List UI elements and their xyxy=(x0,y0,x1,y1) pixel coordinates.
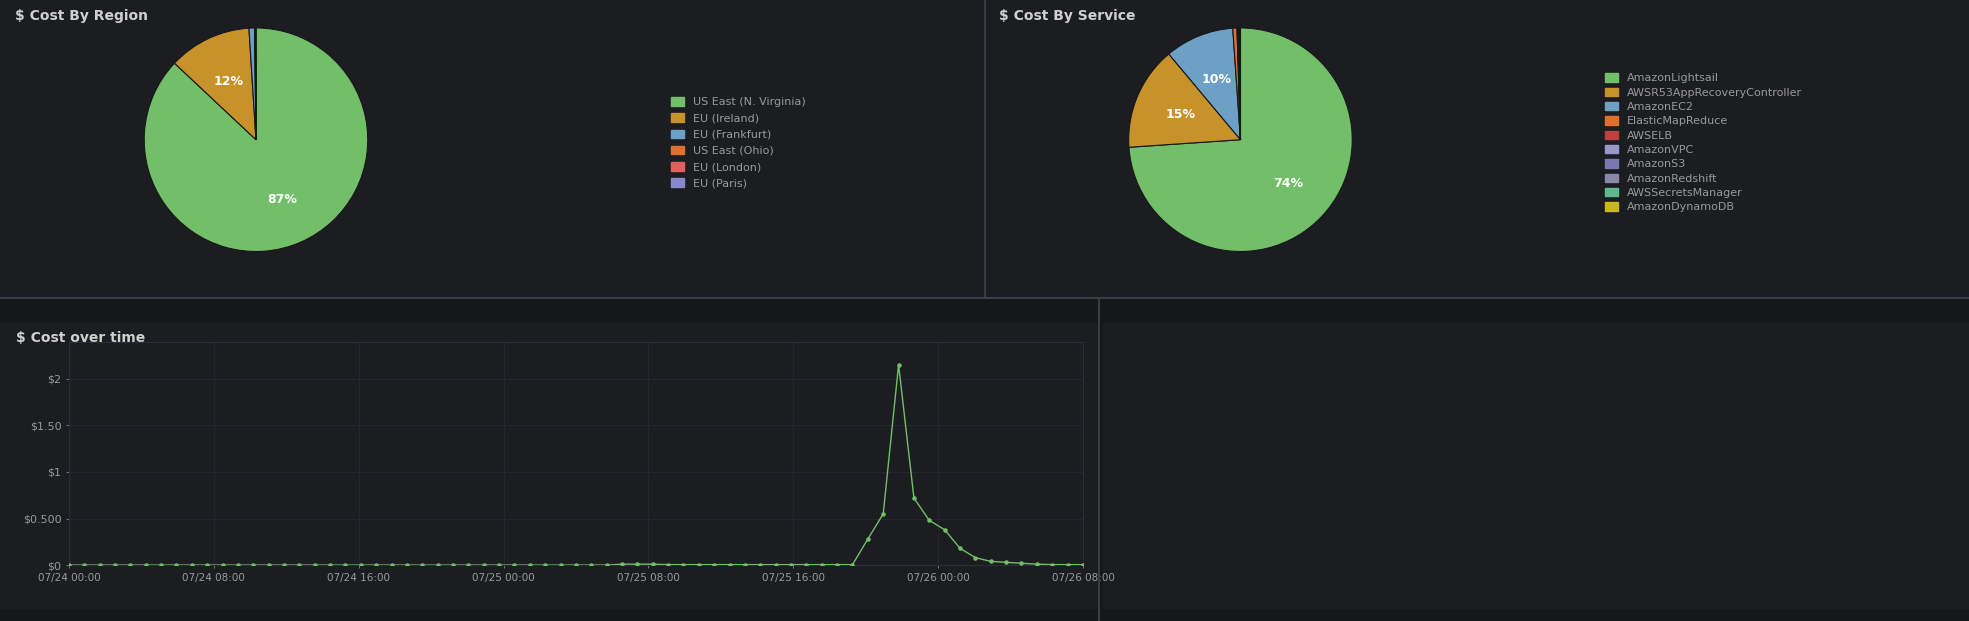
Point xyxy=(606,559,638,569)
Point xyxy=(146,560,177,570)
Point xyxy=(284,560,315,570)
Legend: AmazonLightsail, AWSR53AppRecoveryController, AmazonEC2, ElasticMapReduce, AWSEL: AmazonLightsail, AWSR53AppRecoveryContro… xyxy=(1605,73,1802,212)
Legend: US East (N. Virginia), EU (Ireland), EU (Frankfurt), US East (Ohio), EU (London): US East (N. Virginia), EU (Ireland), EU … xyxy=(671,97,805,188)
Point xyxy=(1022,559,1053,569)
Point xyxy=(207,560,238,570)
Point xyxy=(453,560,484,570)
Point xyxy=(315,560,347,570)
Wedge shape xyxy=(144,28,368,252)
Point xyxy=(98,560,130,570)
Point xyxy=(406,560,437,570)
Point xyxy=(853,534,884,544)
Wedge shape xyxy=(1170,28,1240,140)
Point xyxy=(175,560,207,570)
Point xyxy=(638,559,669,569)
Point xyxy=(299,560,331,570)
Point xyxy=(498,560,530,570)
Wedge shape xyxy=(1233,28,1240,140)
Point xyxy=(914,515,945,525)
Point xyxy=(667,560,699,569)
Point xyxy=(1006,558,1038,568)
Point xyxy=(760,560,792,569)
Text: $ Cost By Service: $ Cost By Service xyxy=(1000,9,1136,24)
Point xyxy=(1067,560,1099,569)
Text: $ Cost By Region: $ Cost By Region xyxy=(16,9,148,24)
Point xyxy=(191,560,222,570)
Point xyxy=(238,560,270,570)
Point xyxy=(882,360,914,370)
Point xyxy=(130,560,161,570)
Point xyxy=(683,560,715,569)
Text: 12%: 12% xyxy=(213,75,244,88)
Point xyxy=(392,560,423,570)
Wedge shape xyxy=(1237,28,1240,140)
Point xyxy=(114,560,146,570)
Point xyxy=(929,525,961,535)
Point xyxy=(514,560,545,570)
Wedge shape xyxy=(1128,28,1353,252)
Point xyxy=(868,509,900,519)
Point xyxy=(561,560,593,570)
Point xyxy=(85,560,116,570)
Point xyxy=(715,560,746,569)
Point xyxy=(990,558,1022,568)
Point xyxy=(1051,560,1083,569)
Point xyxy=(161,560,193,570)
Point xyxy=(805,560,837,569)
Point xyxy=(376,560,408,570)
Point xyxy=(729,560,760,569)
Point xyxy=(360,560,392,570)
Point xyxy=(959,553,990,563)
Point xyxy=(329,560,360,570)
Point xyxy=(975,556,1006,566)
Point xyxy=(622,559,654,569)
Point xyxy=(652,560,683,569)
Point xyxy=(69,560,100,570)
Point xyxy=(837,560,868,569)
Point xyxy=(222,560,254,570)
Point xyxy=(437,560,469,570)
Point xyxy=(482,560,514,570)
Wedge shape xyxy=(1128,54,1240,147)
Point xyxy=(792,560,823,569)
Text: 15%: 15% xyxy=(1166,108,1195,120)
Wedge shape xyxy=(175,28,256,140)
Point xyxy=(469,560,500,570)
Point xyxy=(53,560,85,570)
Point xyxy=(821,560,853,569)
Point xyxy=(268,560,299,570)
Point xyxy=(776,560,807,569)
Point xyxy=(1036,560,1067,569)
Wedge shape xyxy=(1239,28,1240,140)
Point xyxy=(898,493,929,503)
Point xyxy=(421,560,453,570)
Point xyxy=(945,543,977,553)
Point xyxy=(345,560,376,570)
Point xyxy=(545,560,577,570)
Text: $ Cost over time: $ Cost over time xyxy=(16,332,146,345)
Point xyxy=(530,560,561,570)
Point xyxy=(744,560,776,569)
Point xyxy=(699,560,730,569)
Text: 74%: 74% xyxy=(1272,178,1303,191)
Text: 87%: 87% xyxy=(266,193,297,206)
Point xyxy=(252,560,284,570)
Wedge shape xyxy=(1239,28,1240,140)
Text: 10%: 10% xyxy=(1201,73,1231,86)
Point xyxy=(591,560,622,570)
Wedge shape xyxy=(248,28,256,140)
Point xyxy=(575,560,606,570)
